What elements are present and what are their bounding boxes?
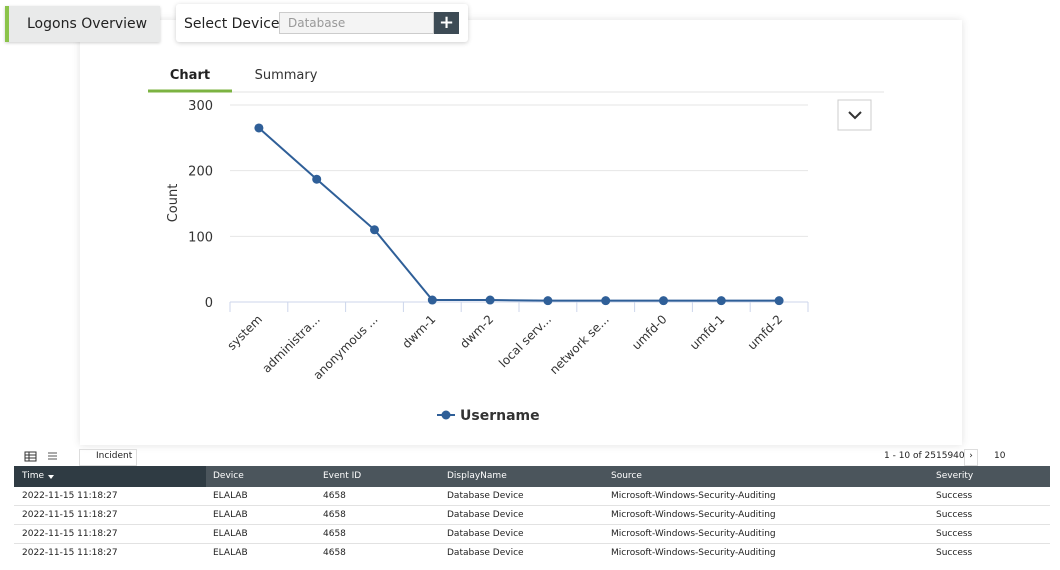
table-row: 2022-11-15 11:18:27 ELALAB 4658 Database De… — [14, 525, 1050, 544]
y-tick-label: 100 — [188, 230, 213, 245]
y-tick-label: 0 — [205, 296, 213, 311]
data-point — [254, 123, 264, 133]
data-point — [774, 296, 784, 306]
tab[interactable]: Summary — [255, 68, 318, 83]
table-cell: Microsoft-Windows-Security-Auditing — [611, 491, 776, 501]
data-point — [427, 295, 437, 305]
legend-marker — [441, 410, 451, 420]
table-cell: Microsoft-Windows-Security-Auditing — [611, 529, 776, 539]
add-button[interactable]: + — [434, 12, 459, 34]
incident-button[interactable]: Incident — [79, 449, 138, 466]
x-tick-label: umfd-1 — [687, 312, 727, 352]
sort-arrow — [48, 475, 54, 479]
data-point — [485, 295, 495, 305]
table-cell: Database Device — [447, 510, 524, 520]
chart-menu-button[interactable] — [837, 99, 872, 131]
data-point — [601, 296, 611, 306]
sort-icon — [48, 475, 54, 479]
device-input[interactable]: Database — [279, 12, 434, 34]
table-cell: ELALAB — [213, 529, 248, 539]
x-tick-label: administra... — [259, 312, 322, 375]
next-page[interactable]: › — [964, 449, 978, 466]
table-cell: 2022-11-15 11:18:27 — [22, 548, 118, 558]
column-header[interactable]: Event ID — [323, 471, 362, 481]
sorted-column-bg — [14, 466, 206, 487]
data-point — [543, 296, 553, 306]
event-table: Incident 1 - 10 of 2515940 › 10 Time Devi… — [14, 447, 1050, 560]
device-selector: Select Device Database + — [176, 4, 468, 42]
data-point — [716, 296, 726, 306]
table-cell: ELALAB — [213, 510, 248, 520]
table-cell: ELALAB — [213, 491, 248, 501]
data-point — [312, 174, 322, 184]
x-tick-label: dwm-1 — [399, 312, 438, 351]
table-cell: 4658 — [323, 548, 346, 558]
table-cell: 2022-11-15 11:18:27 — [22, 510, 118, 520]
table-row: 2022-11-15 11:18:27 ELALAB 4658 Database De… — [14, 506, 1050, 525]
y-axis-label: Count — [166, 184, 181, 223]
table-cell: Success — [936, 491, 973, 501]
tab[interactable]: Chart — [170, 68, 210, 83]
x-tick-label: network se... — [547, 312, 612, 377]
x-tick-label: system — [224, 312, 265, 353]
x-tick-label: umfd-0 — [629, 312, 669, 352]
select-label: Select Device — [184, 16, 280, 32]
table-cell: 2022-11-15 11:18:27 — [22, 491, 118, 501]
table-cell: Success — [936, 548, 973, 558]
y-tick-label: 200 — [188, 165, 213, 180]
table-cell: Database Device — [447, 548, 524, 558]
page-title: Logons Overview — [5, 6, 160, 42]
table-cell: 4658 — [323, 491, 346, 501]
page-size[interactable]: 10 — [994, 451, 1006, 461]
y-tick-label: 300 — [188, 99, 213, 114]
table-cell: Database Device — [447, 491, 524, 501]
data-point — [659, 296, 668, 306]
column-header[interactable]: Device — [213, 471, 244, 481]
table-cell: 4658 — [323, 529, 346, 539]
x-tick-label: dwm-2 — [457, 312, 496, 351]
table-cell: ELALAB — [213, 548, 248, 558]
column-header[interactable]: Severity — [936, 471, 974, 481]
column-header[interactable]: Time — [22, 471, 45, 481]
table-cell: Success — [936, 529, 973, 539]
table-header: Time Device Event ID DisplayName Source Sever… — [14, 466, 1050, 487]
table-cell: Microsoft-Windows-Security-Auditing — [611, 548, 776, 558]
data-point — [370, 225, 379, 235]
x-tick-label: umfd-2 — [745, 312, 785, 352]
table-cell: Success — [936, 510, 973, 520]
table-cell: Database Device — [447, 529, 524, 539]
view-toggle[interactable] — [24, 450, 64, 464]
series-line — [258, 127, 780, 302]
x-tick-label: local serv... — [496, 312, 554, 370]
chart: Chart Summary Count 0 100 200 300 systemadmi… — [148, 68, 884, 424]
table-cell: 2022-11-15 11:18:27 — [22, 529, 118, 539]
pagination-info: 1 - 10 of 2515940 — [884, 451, 965, 461]
column-header[interactable]: DisplayName — [447, 471, 507, 481]
table-cell: Microsoft-Windows-Security-Auditing — [611, 510, 776, 520]
legend-label: Username — [460, 408, 540, 424]
chevron-icon — [848, 111, 862, 120]
column-header[interactable]: Source — [611, 471, 642, 481]
table-row: 2022-11-15 11:18:27 ELALAB 4658 Database De… — [14, 487, 1050, 506]
table-cell: 4658 — [323, 510, 346, 520]
table-row: 2022-11-15 11:18:27 ELALAB 4658 Database De… — [14, 544, 1050, 560]
